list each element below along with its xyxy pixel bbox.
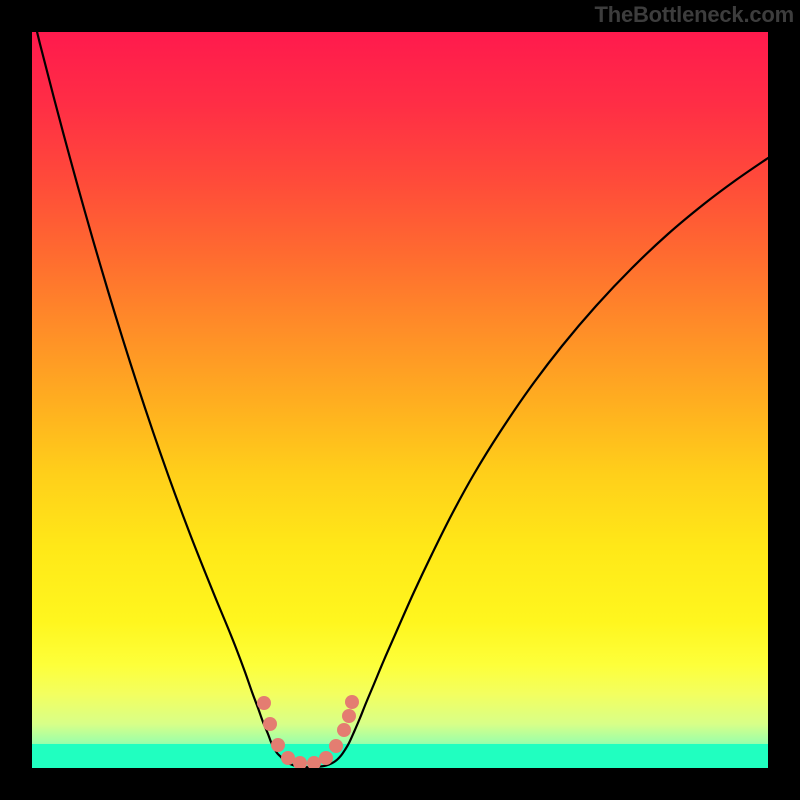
watermark-label: TheBottleneck.com [594,2,794,28]
chart-root: TheBottleneck.com [0,0,800,800]
marker-dot [329,739,343,753]
marker-dot [271,738,285,752]
marker-dot [263,717,277,731]
marker-dot [345,695,359,709]
marker-dot [257,696,271,710]
marker-dot [342,709,356,723]
green-band [32,744,768,768]
marker-dot [337,723,351,737]
marker-dot [293,756,307,770]
chart-svg [0,0,800,800]
marker-dot [319,751,333,765]
marker-dot [307,756,321,770]
marker-dot [281,751,295,765]
